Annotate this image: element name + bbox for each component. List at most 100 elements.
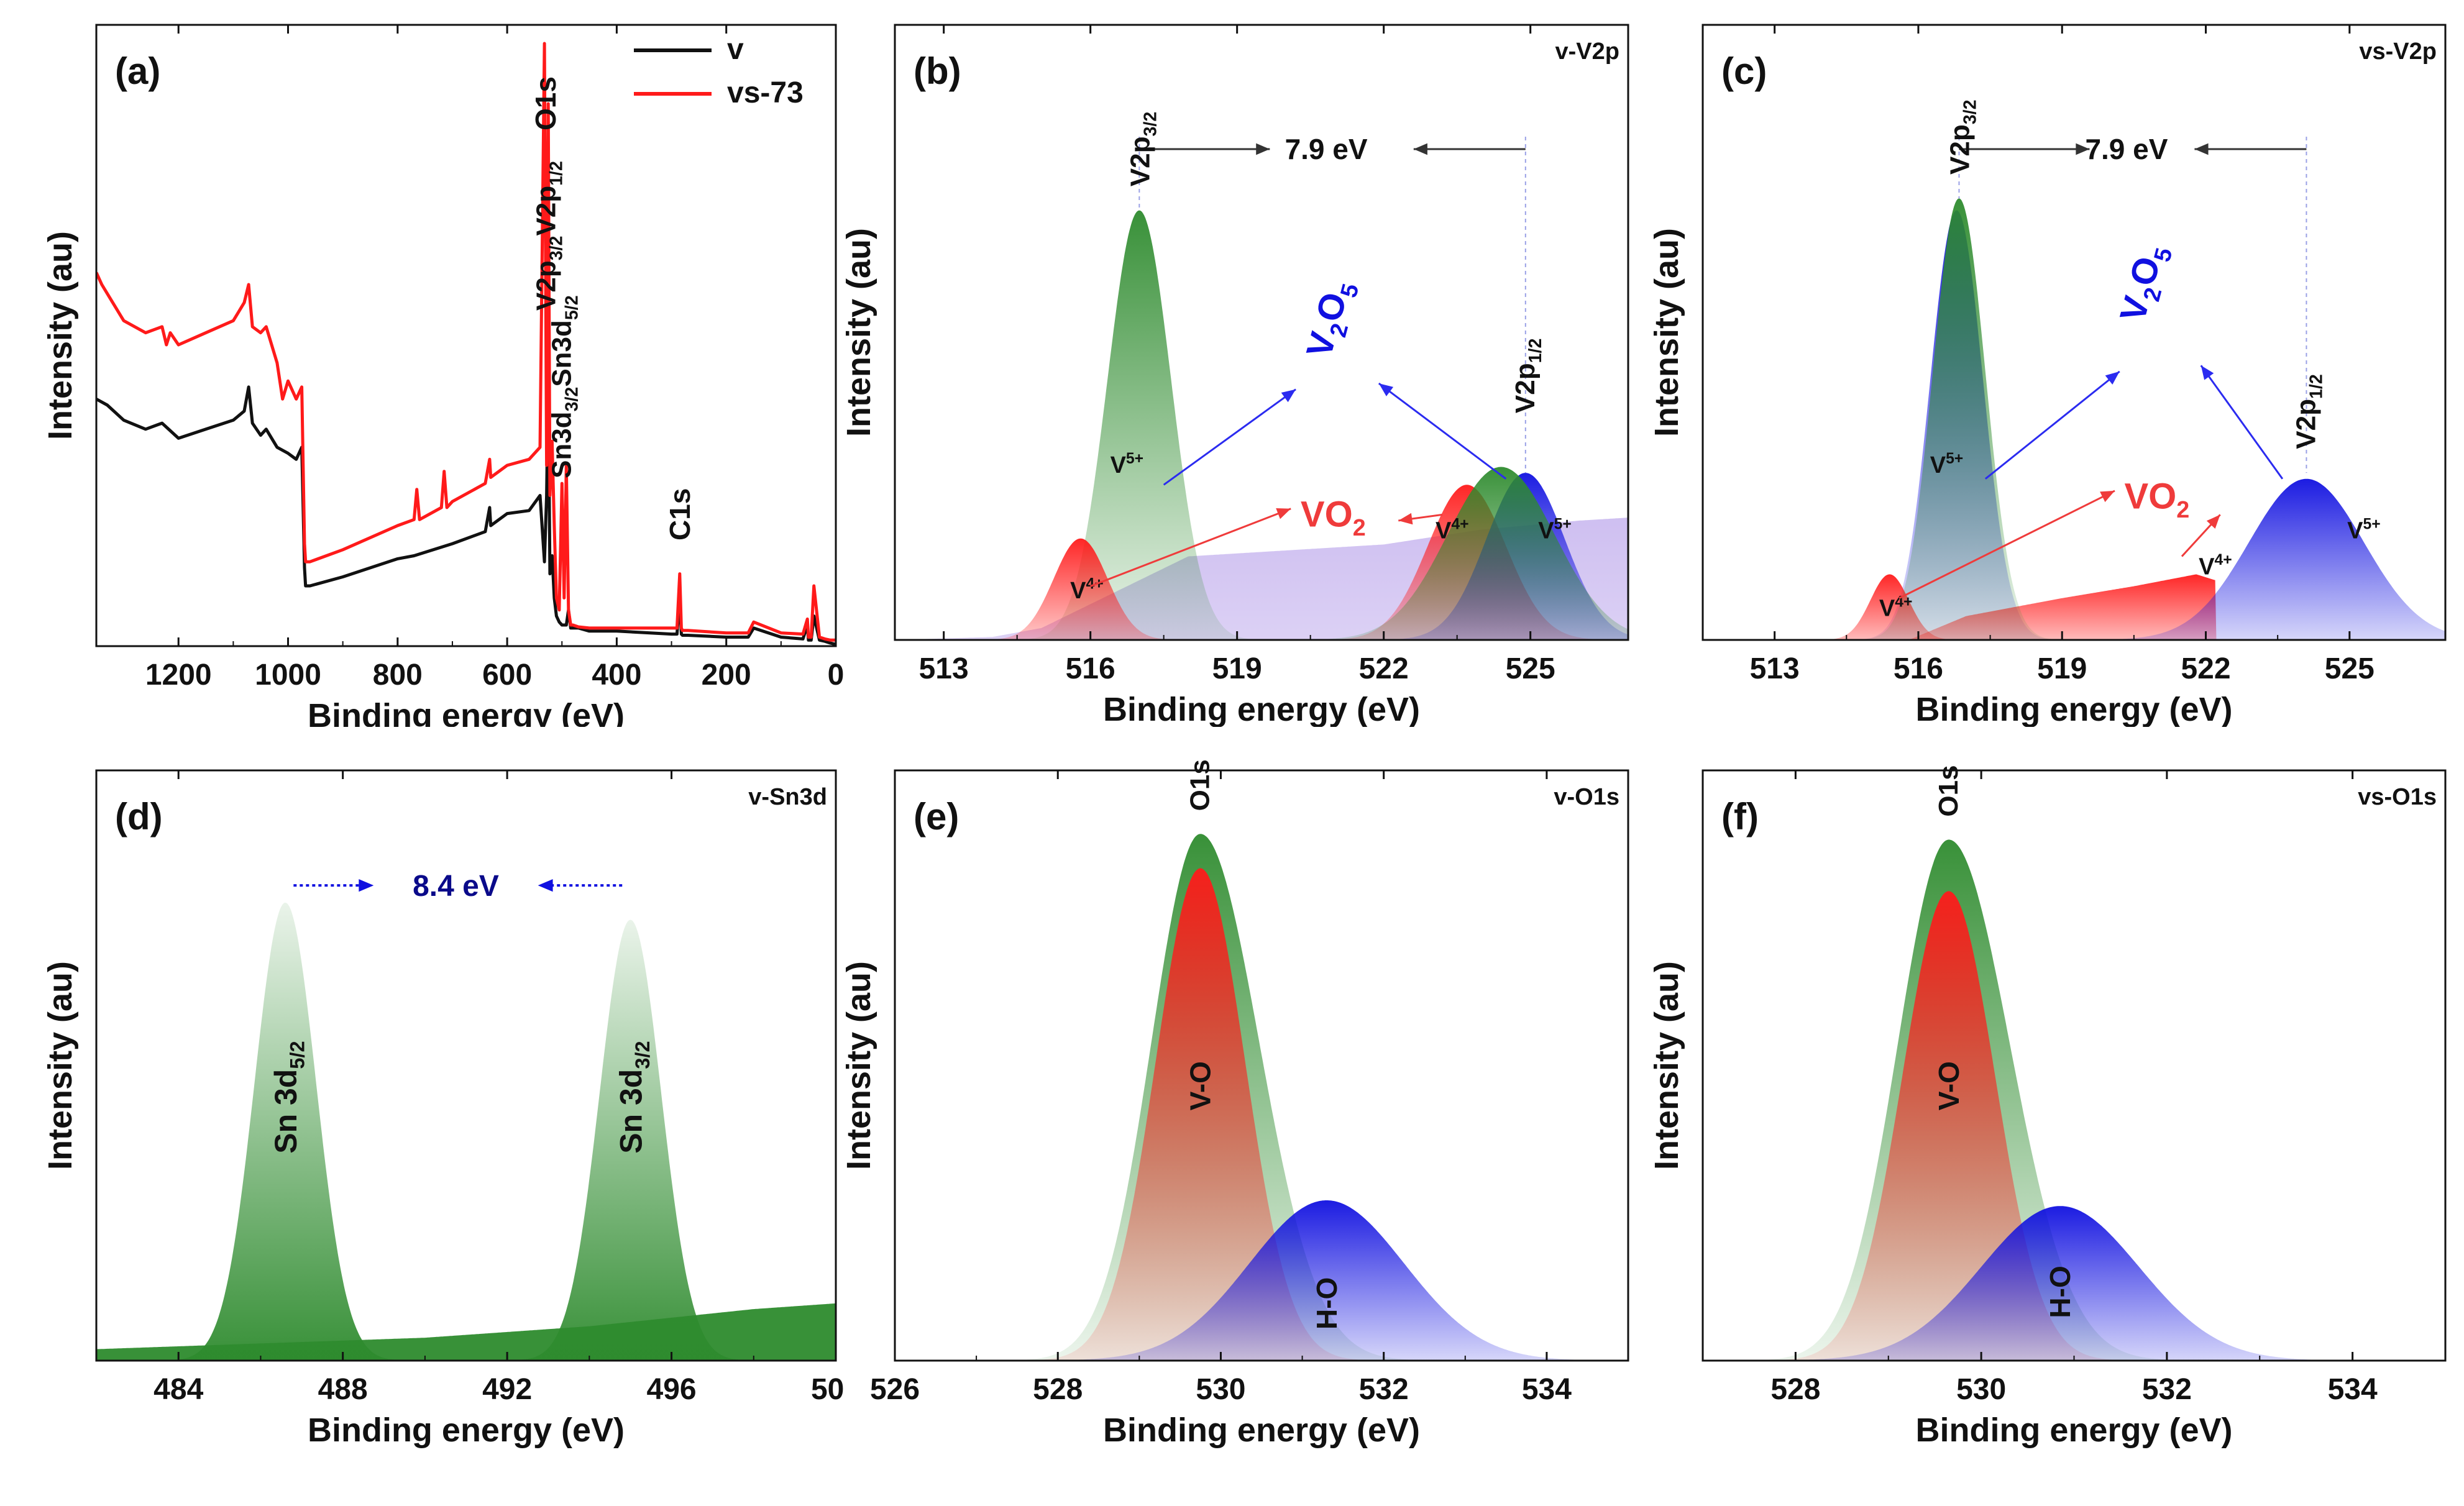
component-v4-3-2: [895, 538, 1628, 640]
axes-frame: [894, 769, 1629, 1362]
component-envelope-1-2: [895, 467, 1628, 640]
label-v-o: V-O: [1933, 1061, 1965, 1110]
x-ticks: 528 530 532 534: [1770, 770, 2378, 1406]
x-tick-label: 492: [482, 1373, 532, 1406]
panel-e: 526 528 530 532 534 Binding energy (eV) Intens…: [845, 752, 1653, 1497]
plot-area: [1703, 839, 2445, 1361]
series-line-v: [96, 373, 836, 646]
x-tick-label: 513: [919, 652, 969, 685]
x-tick-label: 1000: [255, 659, 321, 691]
split-arrow-left-head: [2076, 143, 2090, 155]
annotations: O1s V-O H-O: [1184, 759, 1343, 1330]
x-tick-label: 522: [1359, 652, 1409, 685]
component-sn-3d3-2: [96, 920, 836, 1361]
arrow-v2o5-right-head: [1378, 383, 1394, 396]
plot-area: [895, 210, 1628, 640]
x-tick-label: 534: [1522, 1373, 1572, 1406]
panel-f: 528 530 532 534 Binding energy (eV) Intensity…: [1653, 752, 2461, 1497]
panel-label: (a): [115, 50, 160, 92]
split-arrow-left-head: [1256, 143, 1270, 155]
label-v5-32: V5+: [1930, 450, 1964, 478]
label-v4-32: V4+: [1070, 576, 1104, 604]
x-axis-label: Binding energy (eV): [308, 1412, 625, 1449]
split-label: 8.4 eV: [413, 870, 499, 903]
label-h-o: H-O: [2044, 1266, 2076, 1318]
peak-label-o1s: O1s: [529, 76, 562, 130]
x-axis-label: Binding energy (eV): [1915, 691, 2232, 727]
arrow-vo2-left-head: [1276, 508, 1291, 519]
arrow-vo2-left: [1090, 508, 1291, 587]
axes-frame: [95, 24, 837, 647]
x-ticks: 1200 1000 800 600 400 200 0: [145, 25, 844, 691]
axes-frame: [95, 769, 837, 1362]
label-vo2: VO2: [2124, 477, 2189, 523]
component-v5-1-2: [1703, 478, 2445, 640]
split-arrow-head-left: [359, 879, 374, 892]
peak-label-sn3d52: Sn 3d5/2: [268, 1041, 309, 1153]
peak-label-sn3d: Sn3d3/2Sn3d5/2: [547, 295, 582, 478]
label-v5-12: V5+: [2347, 516, 2381, 544]
arrow-v2o5-right: [1378, 382, 1507, 480]
label-v2o5: V2O5: [2112, 240, 2178, 327]
plot-area: [96, 42, 836, 646]
y-axis-label: Intensity (au): [42, 961, 79, 1170]
label-v5-12: V5+: [1538, 516, 1572, 544]
legend-label: vs-73: [727, 76, 804, 109]
x-tick-label: 500: [811, 1373, 845, 1406]
label-v2o5: V2O5: [1299, 276, 1364, 363]
split-label: 7.9 eV: [1285, 133, 1368, 165]
x-tick-label: 800: [373, 659, 423, 691]
x-tick-label: 522: [2181, 652, 2230, 685]
label-vo2: VO2: [1301, 495, 1366, 541]
panel-a-svg: 1200 1000 800 600 400 200 0 Binding energy (eV)…: [42, 24, 844, 727]
panel-c-svg: 513 516 519 522 525 Binding energy (eV) Intens…: [1653, 24, 2447, 727]
y-axis-label: Intensity (au): [42, 231, 79, 440]
panel-e-svg: 526 528 530 532 534 Binding energy (eV) Intens…: [845, 759, 1629, 1449]
component-v4-tail: [1703, 574, 2445, 640]
y-axis-label: Intensity (au): [1653, 961, 1685, 1170]
peak-label-v2p: V2p3/2V2p1/2: [531, 161, 567, 311]
peak-label-o1s: O1s: [1933, 765, 1964, 816]
x-axis-label: Binding energy (eV): [1103, 691, 1420, 727]
arrow-v2o5-right: [2200, 365, 2284, 480]
x-tick-label: 525: [1506, 652, 1555, 685]
annotations: 8.4 eV Sn 3d5/2 Sn 3d3/2: [268, 870, 654, 1154]
label-v4-12: V4+: [2199, 552, 2232, 580]
x-tick-label: 1200: [145, 659, 212, 691]
peak-label-v2p32: V2p3/2: [1944, 100, 1980, 175]
x-tick-label: 532: [2142, 1373, 2192, 1406]
corner-title: v-Sn3d: [748, 784, 827, 810]
panel-b: 513 516 519 522 525 Binding energy (eV) Intens…: [845, 12, 1653, 727]
annotations: O1s V-O H-O: [1933, 765, 2076, 1318]
label-v-o: V-O: [1184, 1061, 1217, 1110]
panel-c: 513 516 519 522 525 Binding energy (eV) Intens…: [1653, 12, 2461, 727]
label-v4-12: V4+: [1436, 516, 1469, 544]
panel-label: (f): [1721, 796, 1759, 837]
x-axis-label: Binding energy (eV): [308, 697, 625, 727]
plot-area: [895, 834, 1628, 1361]
x-tick-label: 519: [2037, 652, 2087, 685]
peak-label-v2p12: V2p1/2: [2291, 374, 2326, 449]
label-v5-32: V5+: [1111, 450, 1144, 478]
panel-a: 1200 1000 800 600 400 200 0 Binding energy (eV)…: [25, 12, 845, 727]
x-tick-label: 530: [1196, 1373, 1245, 1406]
split-arrow-right-head: [1413, 143, 1427, 155]
panel-d-svg: 484 488 492 496 500 Binding energy (eV) Intens…: [42, 769, 845, 1449]
component-v4-3-2: [1703, 574, 2445, 640]
component-h-o: [1703, 1206, 2445, 1361]
peak-label-o1s: O1s: [1185, 759, 1216, 811]
split-arrow-right-head: [2194, 143, 2209, 155]
arrow-vo2-left: [1898, 490, 2115, 600]
x-tick-label: 513: [1750, 652, 1800, 685]
x-tick-label: 534: [2328, 1373, 2378, 1406]
legend: v vs-73: [634, 33, 804, 109]
x-tick-label: 528: [1770, 1373, 1820, 1406]
x-ticks: 513 516 519 522 525: [919, 25, 1555, 685]
component-h-o: [895, 1200, 1628, 1361]
panel-d: 484 488 492 496 500 Binding energy (eV) Intens…: [25, 752, 845, 1497]
y-axis-label: Intensity (au): [1653, 228, 1685, 437]
component-baseline: [96, 1303, 836, 1361]
arrow-vo2-right-head: [2206, 514, 2220, 529]
x-tick-label: 516: [1066, 652, 1115, 685]
